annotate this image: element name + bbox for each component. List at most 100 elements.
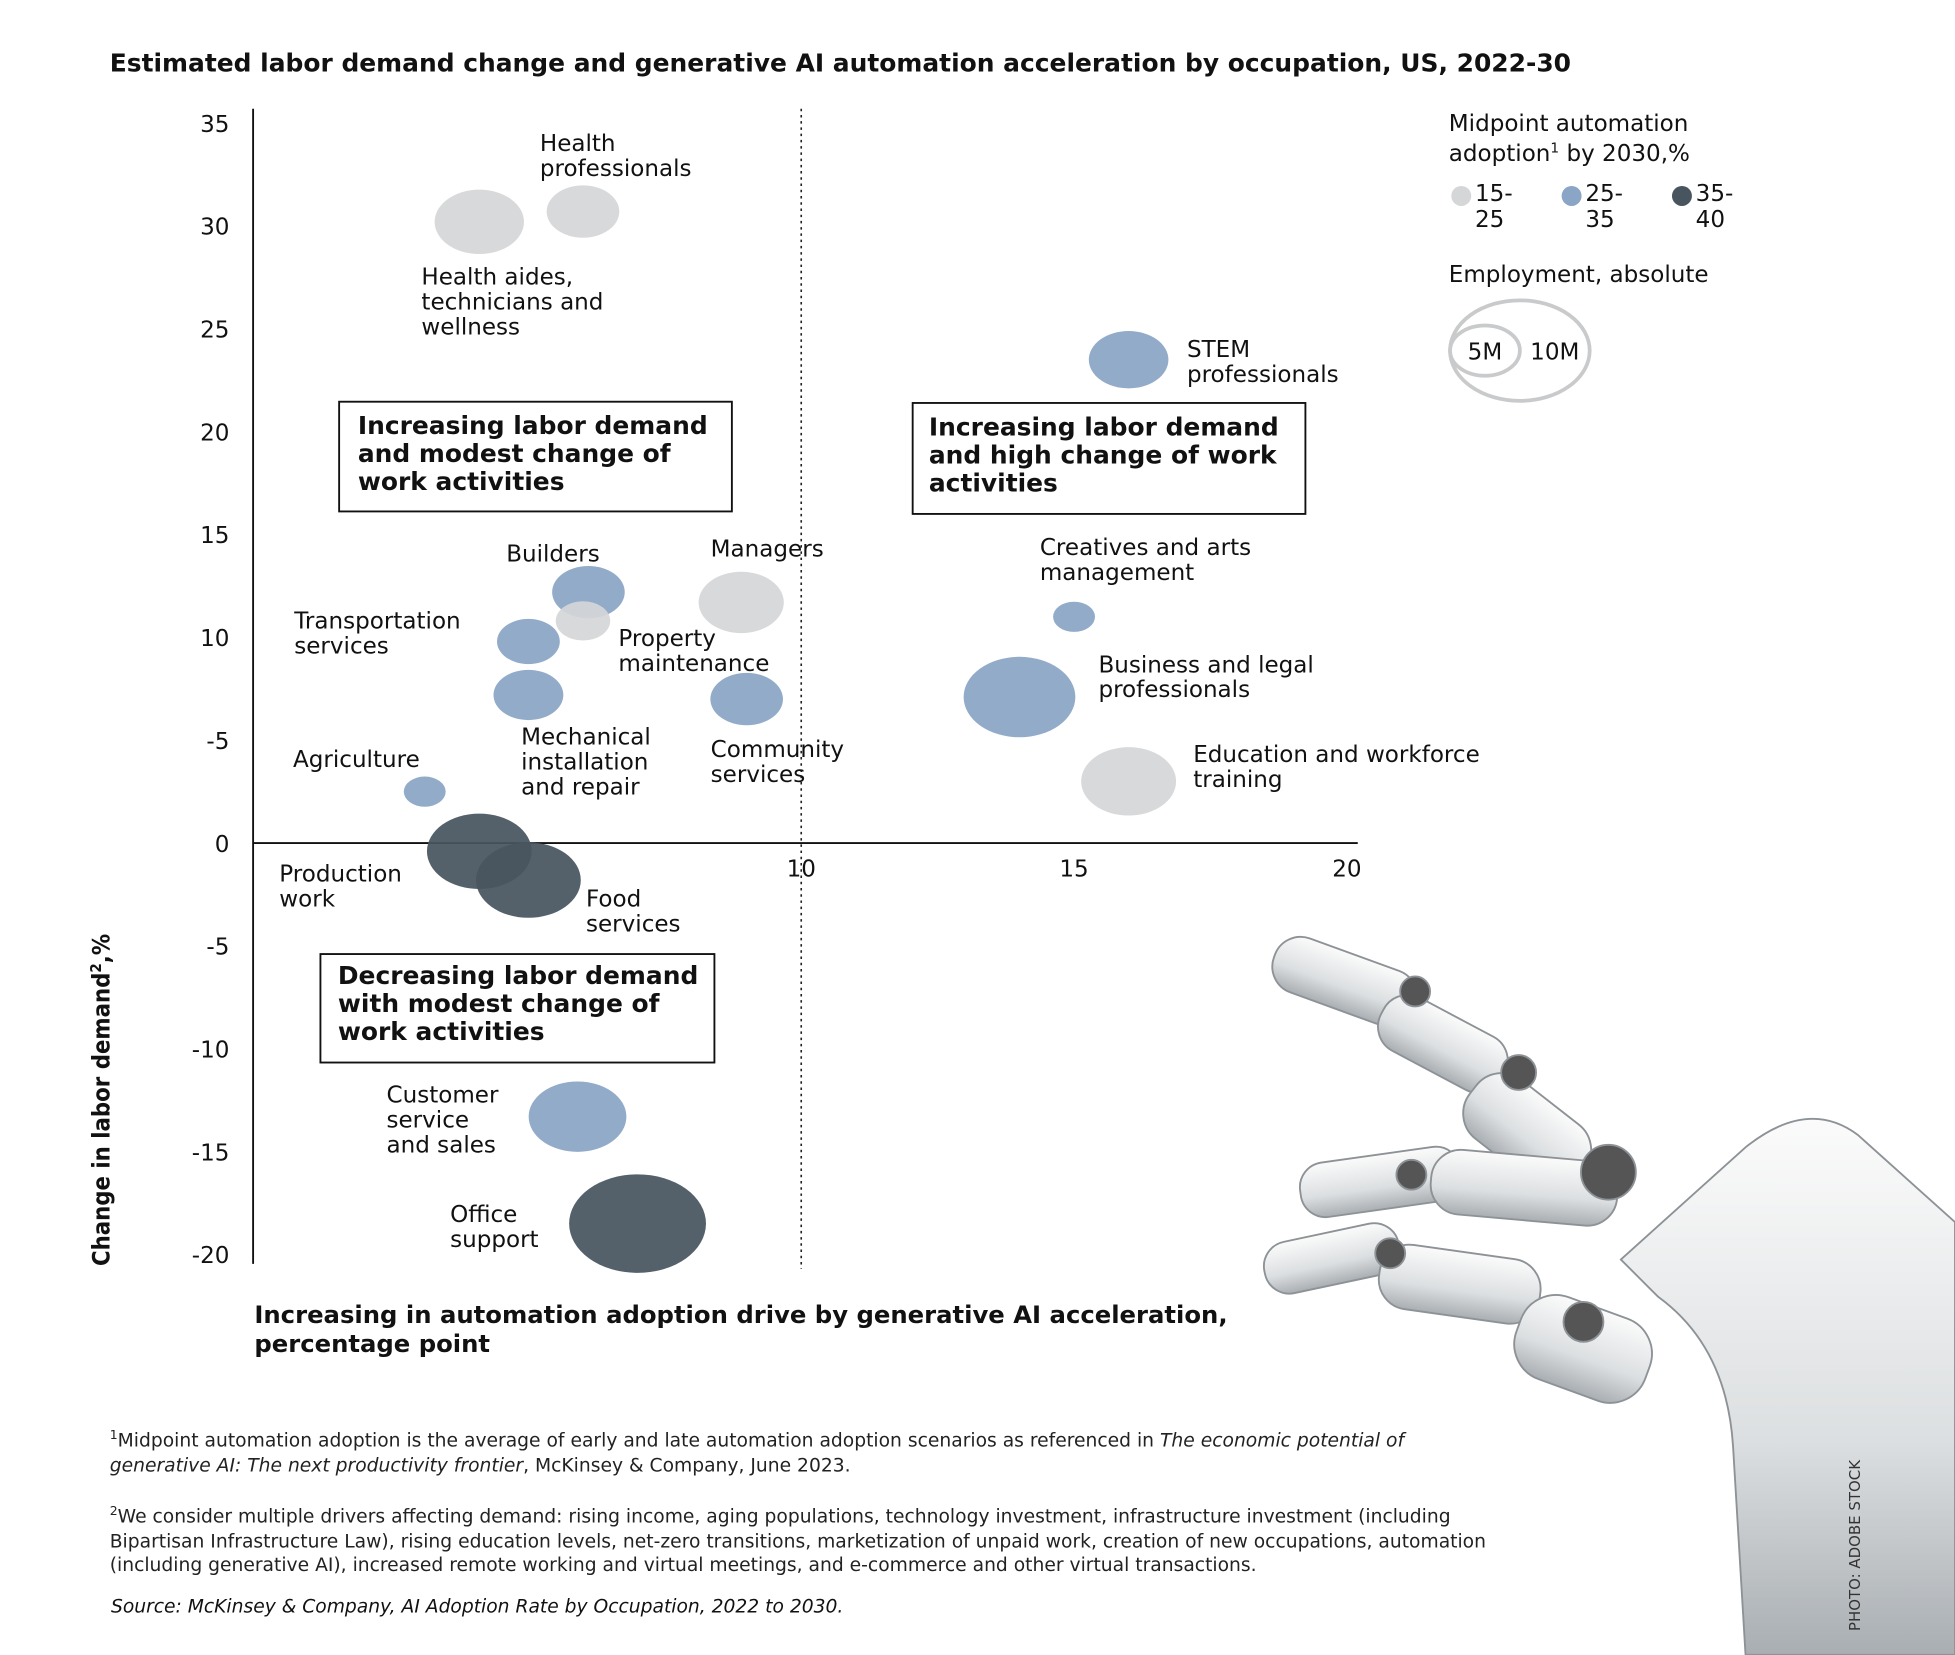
bubble-label: training	[1193, 767, 1282, 793]
bubble	[1088, 331, 1169, 389]
annotation-text: work activities	[358, 467, 565, 496]
size-legend-label: 10M	[1530, 339, 1579, 365]
bubble-label: services	[294, 634, 389, 660]
legend-title: adoption1 by 2030,%	[1449, 140, 1690, 167]
x-tick-label: 10	[787, 857, 816, 883]
bubble-label: and sales	[387, 1132, 496, 1158]
legend-title: Midpoint automation	[1449, 111, 1689, 137]
footnote-text: We consider multiple drivers affecting d…	[109, 1505, 1486, 1577]
bubble-label: wellness	[421, 314, 520, 340]
annotation-box	[319, 953, 716, 1064]
bubble	[546, 185, 620, 238]
size-legend-label: 5M	[1468, 339, 1503, 365]
y-tick-label: 20	[200, 420, 229, 446]
x-axis-title: Increasing in automation adoption drive …	[254, 1300, 1227, 1329]
bubble-label: services	[711, 762, 806, 788]
footnote-text: , McKinsey & Company, June 2023.	[523, 1453, 851, 1476]
bubble-label: Customer	[387, 1082, 499, 1108]
x-tick-label: 20	[1332, 857, 1361, 883]
bubble	[555, 601, 611, 641]
y-tick-label: -5	[206, 935, 229, 961]
annotation-text: and high change of work	[929, 440, 1278, 469]
bubble-label: professionals	[1098, 677, 1250, 703]
bubble	[963, 656, 1076, 738]
bubble	[1053, 601, 1095, 632]
y-tick-label: -5	[206, 729, 229, 755]
bubble-label: and repair	[521, 774, 640, 800]
y-tick-label: 25	[200, 318, 229, 344]
footnote-text: Midpoint automation adoption is the aver…	[117, 1429, 1160, 1452]
bubble	[1081, 747, 1177, 816]
bubble-label: Transportation	[293, 609, 460, 635]
bubble-label: Managers	[711, 536, 824, 562]
y-tick-label: -20	[192, 1243, 230, 1269]
y-tick-label: 0	[215, 832, 230, 858]
legend-swatch	[1671, 186, 1692, 206]
bubble-label: Mechanical	[521, 725, 651, 751]
bubble-label: support	[450, 1227, 539, 1253]
legend-label: 15-25	[1474, 181, 1513, 234]
bubble-label: Agriculture	[293, 747, 420, 773]
footnotes: 1Midpoint automation adoption is the ave…	[110, 1424, 1494, 1578]
y-tick-label: -10	[192, 1037, 230, 1063]
annotation-text: Increasing labor demand	[929, 412, 1279, 441]
annotation-text: with modest change of	[338, 989, 661, 1018]
bubble	[528, 1081, 627, 1152]
legend-title-sup: 1	[1550, 140, 1559, 156]
bubble-label: management	[1040, 560, 1194, 586]
footnote-text: The economic potential of generative AI:…	[109, 1429, 1405, 1476]
footnote-mark: 2	[109, 1505, 118, 1519]
legend-swatch	[1451, 186, 1472, 206]
bubble	[403, 776, 446, 807]
bubble-label: professionals	[1187, 362, 1339, 388]
footnote-mark: 1	[109, 1429, 118, 1443]
plot-area: 35 30 25 20 15 10 -5 0 -5 -10 -15 -20 10 15 20 Increasi…	[192, 108, 1734, 1358]
annotation-text: Decreasing labor demand	[338, 961, 698, 990]
annotation-box	[338, 400, 733, 513]
y-axis-title-suffix: ,%	[88, 934, 116, 963]
bubble-label: Office	[450, 1202, 517, 1228]
bubble	[698, 571, 784, 634]
legend-label-text: 25-35	[1585, 181, 1623, 234]
legend-label-text: 15-25	[1474, 181, 1513, 234]
bubble	[710, 672, 783, 726]
size-legend-bubble	[1448, 323, 1522, 378]
bubble-label: installation	[521, 750, 648, 776]
bubble-label: Education and workforce	[1193, 742, 1480, 768]
bubble-label: work	[279, 887, 335, 913]
legend-swatch	[1561, 186, 1582, 206]
size-legend-title: Employment, absolute	[1449, 262, 1709, 288]
y-tick-label: 10	[200, 626, 229, 652]
legend-label: 25-35	[1585, 181, 1623, 234]
annotation-text: and modest change of	[358, 439, 672, 468]
footnote: 2We consider multiple drivers affecting …	[110, 1500, 1494, 1578]
photo-credit: PHOTO: ADOBE STOCK	[1846, 1459, 1864, 1631]
annotation-text: activities	[929, 468, 1058, 497]
footnote: 1Midpoint automation adoption is the ave…	[110, 1424, 1494, 1478]
bubble-label: services	[586, 912, 681, 938]
bubble	[496, 618, 560, 665]
legend-label: 35-40	[1696, 181, 1734, 233]
y-tick-label: 30	[200, 215, 229, 241]
bubble-label: maintenance	[618, 651, 769, 677]
bubble-label: Creatives and arts	[1040, 535, 1251, 561]
bubble-label: STEM	[1187, 337, 1250, 363]
annotation-text: work activities	[338, 1017, 545, 1046]
bubble-label: Health aides,	[421, 265, 573, 291]
bubble-label: technicians and	[421, 289, 603, 315]
y-tick-label: 15	[200, 523, 229, 549]
bubble-label: Health	[540, 131, 616, 157]
robot-hand-photo	[1262, 935, 1955, 1655]
bubble-label: Production	[279, 862, 402, 888]
bubble-label: Food	[586, 887, 641, 913]
bubble-label: service	[387, 1107, 470, 1133]
bubble-label: professionals	[540, 156, 692, 182]
source: Source: McKinsey & Company, AI Adoption …	[111, 1596, 843, 1617]
bubble	[493, 669, 564, 721]
bubble-label: Property	[618, 626, 716, 652]
y-tick-label: -15	[192, 1140, 230, 1166]
bubble-label: Business and legal	[1098, 652, 1313, 678]
annotation-box	[911, 402, 1307, 515]
x-axis-title: percentage point	[254, 1329, 490, 1358]
